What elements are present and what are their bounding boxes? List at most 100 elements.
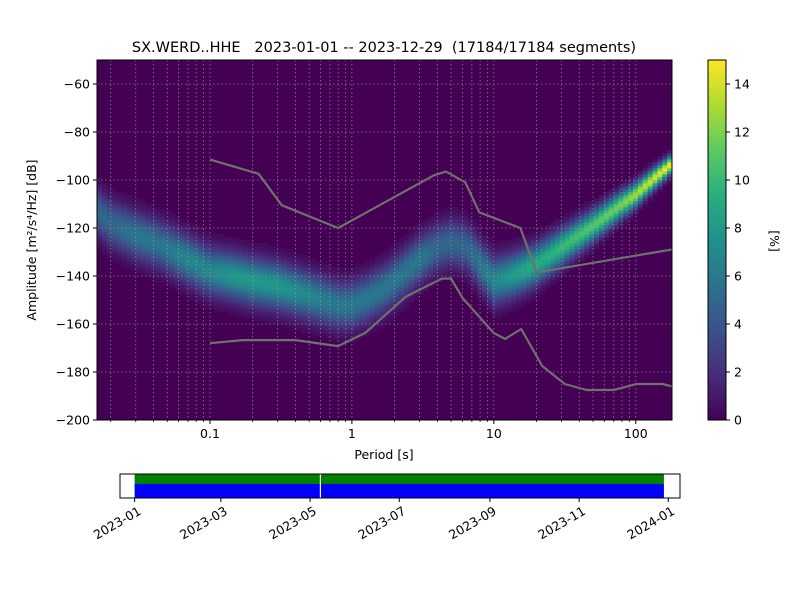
timeline-frame bbox=[119, 473, 681, 499]
heatmap-cell bbox=[467, 264, 473, 268]
heatmap-cell bbox=[628, 192, 634, 196]
heatmap-cell bbox=[272, 303, 278, 307]
heatmap-cell bbox=[418, 285, 425, 289]
heatmap-cell bbox=[111, 192, 118, 196]
heatmap-cell bbox=[160, 267, 166, 271]
heatmap-cell bbox=[355, 309, 361, 313]
heatmap-cell bbox=[257, 264, 264, 268]
heatmap-cell bbox=[97, 240, 103, 244]
heatmap-cell bbox=[291, 303, 298, 307]
heatmap-cell bbox=[647, 174, 654, 178]
heatmap-cell bbox=[223, 267, 230, 271]
heatmap-cell bbox=[184, 276, 191, 280]
heatmap-cell bbox=[613, 228, 619, 232]
heatmap-cell bbox=[291, 309, 298, 313]
heatmap-cell bbox=[433, 228, 439, 232]
heatmap-cell bbox=[637, 195, 644, 199]
heatmap-cell bbox=[545, 258, 551, 262]
heatmap-cell bbox=[174, 279, 181, 283]
heatmap-cell bbox=[462, 273, 468, 277]
heatmap-cell bbox=[360, 330, 366, 334]
heatmap-cell bbox=[384, 252, 390, 256]
heatmap-cell bbox=[520, 297, 527, 301]
heatmap-cell bbox=[345, 297, 351, 301]
heatmap-cell bbox=[204, 303, 210, 307]
heatmap-cell bbox=[350, 333, 356, 337]
heatmap-cell bbox=[262, 291, 269, 295]
heatmap-cell bbox=[486, 300, 493, 304]
heatmap-cell bbox=[628, 198, 634, 202]
heatmap-cell bbox=[413, 285, 420, 289]
heatmap-cell bbox=[369, 306, 376, 310]
heatmap-cell bbox=[326, 273, 332, 277]
heatmap-cell bbox=[399, 309, 405, 313]
heatmap-cell bbox=[179, 231, 186, 235]
heatmap-cell bbox=[598, 225, 605, 229]
heatmap-cell bbox=[218, 240, 225, 244]
heatmap-cell bbox=[530, 258, 537, 262]
heatmap-cell bbox=[399, 300, 405, 304]
heatmap-cell bbox=[486, 294, 493, 298]
heatmap-cell bbox=[174, 282, 181, 286]
heatmap-cell bbox=[296, 267, 303, 271]
heatmap-cell bbox=[516, 276, 522, 280]
heatmap-cell bbox=[243, 270, 249, 274]
heatmap-cell bbox=[462, 261, 468, 265]
heatmap-cell bbox=[608, 201, 615, 205]
heatmap-cell bbox=[496, 252, 503, 256]
heatmap-cell bbox=[428, 285, 434, 289]
heatmap-cell bbox=[516, 297, 522, 301]
heatmap-cell bbox=[555, 264, 561, 268]
heatmap-cell bbox=[340, 327, 347, 331]
heatmap-cell bbox=[594, 225, 600, 229]
heatmap-cell bbox=[194, 237, 200, 241]
heatmap-cell bbox=[238, 306, 244, 310]
heatmap-cell bbox=[267, 321, 274, 325]
heatmap-cell bbox=[486, 258, 493, 262]
heatmap-cell bbox=[603, 207, 610, 211]
heatmap-cell bbox=[413, 279, 420, 283]
heatmap-cell bbox=[506, 240, 512, 244]
heatmap-cell bbox=[170, 216, 176, 220]
heatmap-cell bbox=[559, 222, 566, 226]
heatmap-cell bbox=[223, 273, 230, 277]
heatmap-cell bbox=[394, 249, 400, 253]
heatmap-cell bbox=[111, 225, 118, 229]
heatmap-cell bbox=[486, 240, 493, 244]
heatmap-cell bbox=[618, 201, 624, 205]
heatmap-cell bbox=[589, 234, 595, 238]
heatmap-cell bbox=[442, 210, 449, 214]
heatmap-cell bbox=[584, 249, 590, 253]
heatmap-cell bbox=[179, 225, 186, 229]
heatmap-cell bbox=[472, 240, 478, 244]
heatmap-cell bbox=[101, 207, 108, 211]
timeline-gaps bbox=[319, 474, 322, 498]
heatmap-cell bbox=[238, 297, 244, 301]
heatmap-cell bbox=[516, 285, 522, 289]
heatmap-cell bbox=[179, 273, 186, 277]
heatmap-cell bbox=[155, 270, 161, 274]
heatmap-cell bbox=[316, 264, 322, 268]
heatmap-cell bbox=[442, 252, 449, 256]
heatmap-cell bbox=[160, 276, 166, 280]
heatmap-cell bbox=[277, 252, 283, 256]
heatmap-cell bbox=[403, 246, 410, 250]
heatmap-cell bbox=[662, 153, 668, 157]
heatmap-cell bbox=[535, 249, 542, 253]
heatmap-cell bbox=[384, 267, 390, 271]
heatmap-cell bbox=[111, 243, 118, 247]
heatmap-cell bbox=[228, 240, 235, 244]
heatmap-cell bbox=[306, 324, 312, 328]
heatmap-cell bbox=[623, 213, 629, 217]
heatmap-cell bbox=[97, 177, 103, 181]
heatmap-cell bbox=[145, 213, 152, 217]
heatmap-cell bbox=[447, 258, 454, 262]
heatmap-cell bbox=[442, 222, 449, 226]
heatmap-cell bbox=[496, 282, 503, 286]
heatmap-cell bbox=[408, 228, 415, 232]
heatmap-cell bbox=[335, 273, 342, 277]
heatmap-cell bbox=[413, 288, 420, 292]
heatmap-cell bbox=[433, 282, 439, 286]
heatmap-cell bbox=[506, 258, 512, 262]
heatmap-cell bbox=[569, 219, 576, 223]
